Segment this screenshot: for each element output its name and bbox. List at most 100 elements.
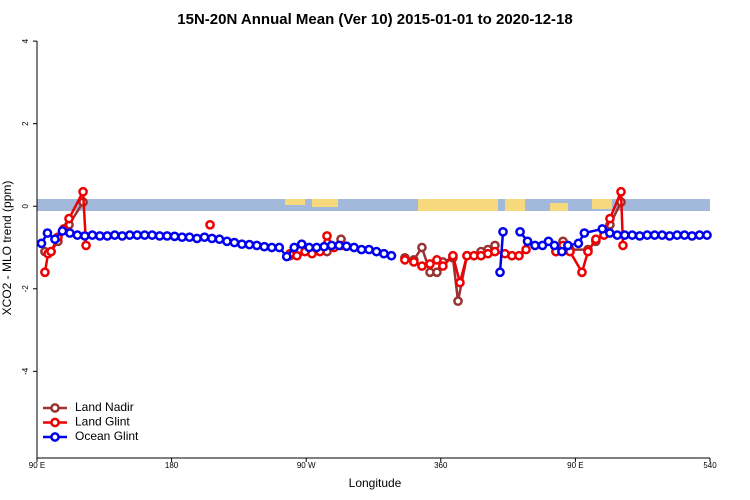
series-marker (154, 231, 165, 241)
series-marker (87, 230, 98, 240)
series-marker (530, 240, 540, 251)
series-marker (192, 233, 202, 244)
series-marker (289, 242, 300, 253)
series-marker (642, 230, 653, 240)
series-marker (334, 240, 344, 251)
x-tick-label: 360 (434, 461, 448, 470)
series-marker (124, 230, 135, 240)
x-tick-label: 180 (165, 461, 179, 470)
series-marker (139, 230, 150, 240)
series-marker (259, 241, 270, 252)
series-marker (364, 244, 374, 255)
x-tick-label: 90 W (297, 461, 316, 470)
series-marker (169, 231, 180, 242)
legend-marker (50, 432, 60, 442)
series-marker (583, 246, 593, 257)
series-marker (563, 240, 573, 251)
series-marker (432, 267, 442, 278)
series-marker (207, 233, 217, 244)
series-marker (371, 246, 382, 257)
series-marker (229, 237, 240, 248)
series-marker (147, 230, 158, 240)
series-marker (205, 219, 215, 230)
series-marker (453, 296, 463, 307)
series-marker (65, 228, 75, 238)
series-marker (495, 267, 505, 278)
series-marker (634, 231, 645, 241)
x-tick-label: 90 E (29, 461, 45, 470)
series-marker (432, 255, 442, 265)
series-marker (597, 224, 608, 234)
legend-marker (50, 403, 60, 413)
series-marker (81, 240, 91, 251)
series-marker (549, 240, 560, 251)
x-tick-label: 90 E (567, 461, 583, 470)
y-axis-label: XCO2 - MLO trend (ppm) (0, 181, 14, 316)
series-marker (199, 232, 210, 243)
series-marker (46, 246, 56, 257)
series-marker (341, 241, 352, 252)
series-marker (42, 228, 53, 238)
series-marker (296, 239, 307, 250)
series-marker (322, 231, 332, 241)
series-marker (515, 226, 525, 237)
series-marker (579, 228, 590, 238)
series-marker (50, 234, 60, 245)
series-marker (356, 244, 367, 255)
series-marker (177, 232, 187, 243)
series-marker (664, 231, 675, 241)
series-marker (36, 238, 47, 249)
series-marker (591, 234, 601, 245)
series-marker (162, 231, 172, 241)
series-marker (448, 250, 458, 261)
series-marker (605, 213, 615, 224)
series-marker (64, 213, 74, 224)
y-tick-label: -2 (21, 285, 30, 293)
legend-marker (50, 417, 60, 428)
series-marker (57, 226, 68, 236)
series-marker (274, 242, 285, 253)
series-marker (577, 267, 587, 278)
series-marker (311, 242, 322, 253)
series-marker (109, 230, 120, 240)
y-tick-label: -4 (21, 367, 30, 375)
series-marker (266, 242, 277, 253)
x-tick-label: 540 (703, 461, 717, 470)
land-mask-band (37, 199, 710, 211)
series-marker (244, 239, 255, 250)
series-marker (349, 242, 359, 253)
series-marker (117, 231, 128, 241)
legend-label: Ocean Glint (75, 429, 139, 443)
series-marker (616, 186, 626, 197)
x-axis-label: Longitude (349, 476, 402, 490)
y-tick-label: 2 (21, 121, 30, 126)
series-marker (281, 251, 292, 262)
series-marker (612, 230, 623, 240)
series-marker (687, 231, 697, 241)
series-marker (214, 234, 225, 245)
series-marker (657, 230, 667, 240)
series-marker (490, 246, 500, 257)
series-marker (237, 239, 247, 250)
series-marker (400, 255, 410, 265)
series-marker (80, 231, 90, 241)
series-marker (319, 241, 329, 252)
series-marker (304, 242, 315, 253)
series-marker (679, 230, 690, 240)
series-marker (438, 261, 448, 271)
series-marker (672, 230, 682, 240)
series-marker (514, 250, 524, 261)
y-tick-label: 4 (21, 38, 30, 43)
series-marker (498, 226, 508, 237)
series-marker (417, 261, 427, 271)
series-marker (604, 228, 615, 238)
series-marker (573, 238, 584, 249)
series-marker (702, 230, 712, 240)
chart-title: 15N-20N Annual Mean (Ver 10) 2015-01-01 … (177, 11, 572, 28)
legend-label: Land Nadir (75, 400, 134, 414)
series-marker (618, 240, 628, 251)
series-marker (649, 230, 660, 240)
series-marker (521, 244, 531, 255)
series-marker (78, 186, 88, 197)
series-marker (694, 230, 705, 240)
